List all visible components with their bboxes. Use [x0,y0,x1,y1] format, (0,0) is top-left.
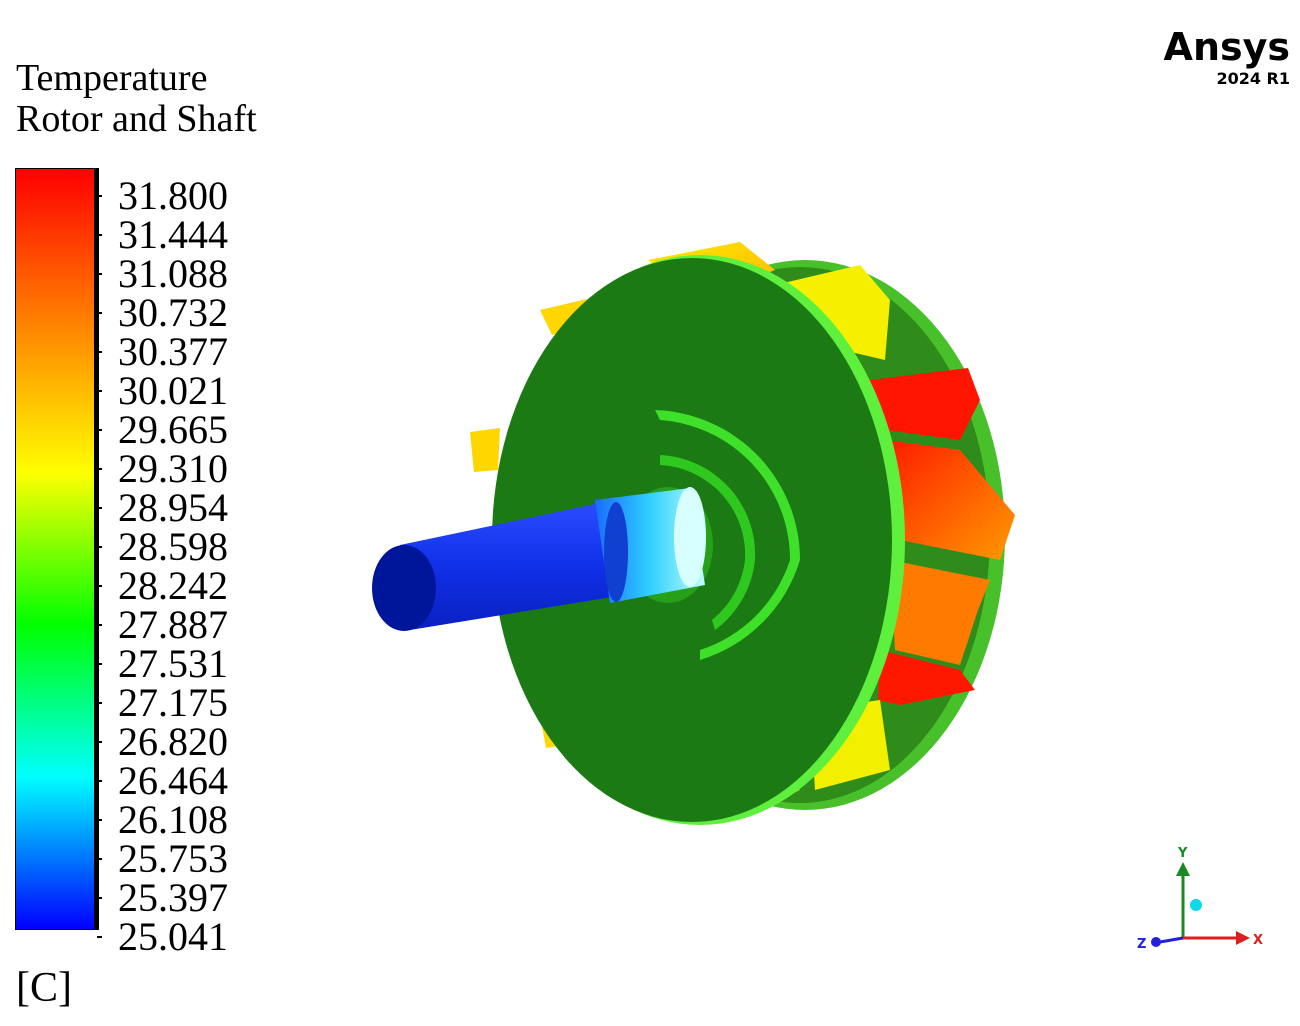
color-scale-tick-mark [97,546,102,548]
color-scale-axis-line [95,168,99,930]
triad-x-label: X [1253,933,1263,948]
color-scale-tick-label: 28.242 [118,563,228,608]
rotor-tooth [470,428,500,472]
color-scale-tick-mark [97,234,102,236]
color-scale-tick-label: 28.954 [118,485,228,530]
color-scale-tick-label: 31.088 [118,251,228,296]
color-scale-tick-mark [97,585,102,587]
color-scale-tick-label: 30.377 [118,329,228,374]
rotor-tooth [870,368,980,440]
legend-subtitle: Rotor and Shaft [16,98,257,140]
color-scale-tick-label: 27.175 [118,680,228,725]
shaft [372,487,706,631]
color-scale-tick-mark [97,312,102,314]
color-scale-tick-label: 31.444 [118,212,228,257]
axes-triad: Y X Z [1137,846,1263,952]
brand-name: Ansys [1163,25,1290,69]
color-scale-tick-mark [97,390,102,392]
color-scale-tick-mark [97,819,102,821]
color-scale-tick-label: 30.732 [118,290,228,335]
brand-version: 2024 R1 [1216,69,1290,88]
color-scale-tick-mark [97,780,102,782]
color-scale-tick-label: 27.531 [118,641,228,686]
color-scale-tick-label: 28.598 [118,524,228,569]
color-scale-tick-label: 26.820 [118,719,228,764]
color-scale-tick-mark [97,273,102,275]
color-scale-tick-label: 29.310 [118,446,228,491]
color-scale-tick-label: 25.041 [118,914,228,959]
color-scale-bar [15,168,95,930]
color-scale-tick-label: 26.464 [118,758,228,803]
ansys-logo: Ansys 2024 R1 [1164,28,1290,88]
rotor-tooth [890,560,990,665]
color-scale-tick-label: 26.108 [118,797,228,842]
legend-unit: [C] [16,965,72,1011]
color-scale-tick-mark [97,897,102,899]
color-scale-tick-label: 27.887 [118,602,228,647]
color-scale-tick-mark [97,858,102,860]
color-scale-tick-mark [97,429,102,431]
color-scale-tick-mark [97,507,102,509]
color-scale-tick-mark [97,663,102,665]
color-scale-tick-mark [97,624,102,626]
color-scale-tick-mark [97,468,102,470]
color-scale-tick-mark [97,351,102,353]
color-scale-tick-label: 29.665 [118,407,228,452]
color-scale-tick-label: 25.753 [118,836,228,881]
color-scale-tick-mark [97,195,102,197]
rotor-tooth [885,440,1015,560]
color-scale-tick-mark [97,741,102,743]
triad-z-label: Z [1137,937,1146,952]
legend-title: Temperature [16,57,208,99]
color-scale-tick-label: 31.800 [118,173,228,218]
color-scale-tick-mark [97,936,102,938]
triad-y-label: Y [1177,846,1188,861]
rotor-tooth [878,650,975,705]
color-scale-tick-mark [97,702,102,704]
color-scale-tick-label: 25.397 [118,875,228,920]
color-scale-tick-label: 30.021 [118,368,228,413]
